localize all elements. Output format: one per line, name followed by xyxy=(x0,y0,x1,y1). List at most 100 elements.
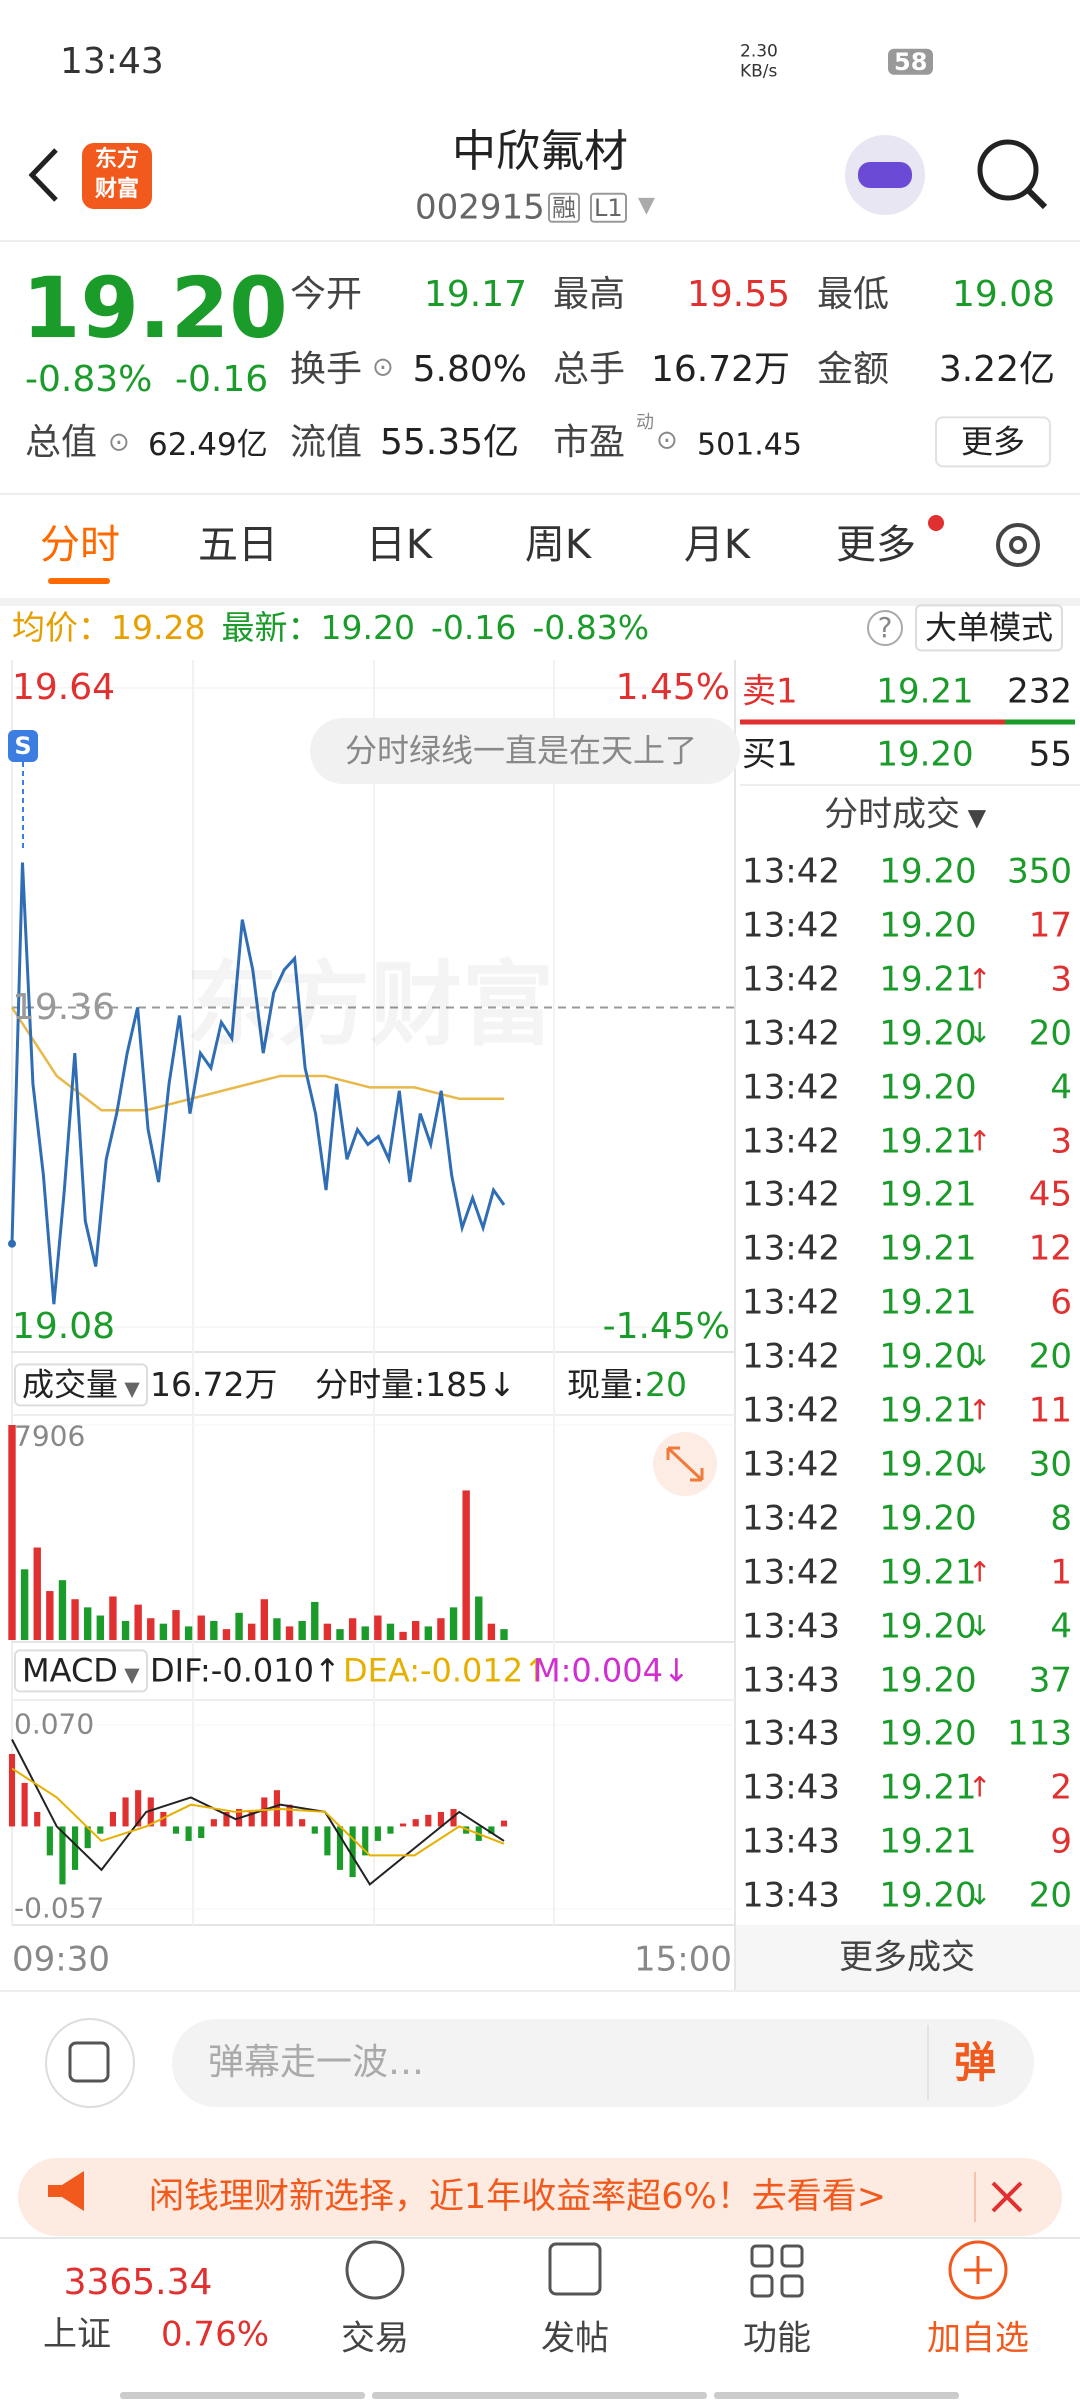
ad-close[interactable] xyxy=(991,2181,1023,2213)
tab[interactable]: 五日 xyxy=(198,522,278,568)
macd-tick-label: -0.057 xyxy=(14,1891,105,1925)
volume-bar xyxy=(222,1629,231,1640)
trade-price: 19.21 xyxy=(879,1228,977,1269)
more-trades[interactable]: 更多成交 xyxy=(839,1937,975,1978)
nav-item[interactable]: 功能 xyxy=(743,2318,811,2359)
danmaku-button[interactable]: 弹 xyxy=(953,2037,997,2087)
macd-bar xyxy=(336,1826,344,1870)
stock-code: 002915 xyxy=(415,187,545,228)
trade-price: 19.20 xyxy=(879,1444,977,1485)
ad-text[interactable]: 闲钱理财新选择，近1年收益率超6%！去看看> xyxy=(149,2177,887,2217)
volume-bar xyxy=(210,1620,218,1640)
tab[interactable]: 日K xyxy=(365,522,433,568)
volume-bar xyxy=(285,1626,294,1640)
trade-price: 19.20 xyxy=(879,1659,977,1700)
trade-arrow: ↑ xyxy=(968,962,992,996)
trade-time: 13:42 xyxy=(742,1228,840,1269)
volume-selector[interactable]: 成交量 ▼ xyxy=(14,1363,148,1407)
buy-price: 19.20 xyxy=(876,734,974,775)
trade-time: 13:42 xyxy=(742,1444,840,1485)
trade-volume: 1 xyxy=(1050,1551,1072,1592)
volume-bar xyxy=(33,1547,41,1640)
volume-bar xyxy=(437,1618,445,1640)
macd-bar xyxy=(374,1826,381,1841)
net-unit: KB/s xyxy=(740,61,778,82)
tab[interactable]: 周K xyxy=(524,522,592,568)
macd-bar xyxy=(109,1811,116,1827)
trades-title[interactable]: 分时成交 ▼ xyxy=(823,794,987,835)
field-label: 今开 xyxy=(290,274,363,316)
comment-input[interactable] xyxy=(172,2019,1034,2107)
field-value: 19.08 xyxy=(951,274,1055,316)
back-button[interactable] xyxy=(0,140,70,210)
avg-label: 均价： xyxy=(12,607,111,647)
volume-bar xyxy=(197,1615,205,1640)
trade-volume: 2 xyxy=(1050,1767,1072,1808)
trade-arrow: ↑ xyxy=(968,1770,992,1804)
index-name: 上证 xyxy=(43,2314,111,2355)
nav-item[interactable]: 加自选 xyxy=(927,2318,1029,2359)
big-order-button[interactable]: 大单模式 xyxy=(915,604,1064,652)
trade-price: 19.21 xyxy=(879,1821,977,1862)
nav-item[interactable]: 交易 xyxy=(341,2318,409,2359)
ad-speaker xyxy=(48,2171,84,2211)
volume-bar xyxy=(109,1596,117,1640)
volume-tick-label: 7906 xyxy=(14,1419,86,1453)
tab[interactable]: 更多 xyxy=(836,522,916,568)
trade-volume: 3 xyxy=(1050,959,1072,1000)
y-tick-label: 19.36 xyxy=(12,986,116,1028)
trade-time: 13:43 xyxy=(742,1821,840,1862)
trade-time: 13:42 xyxy=(742,1336,840,1377)
macd-bar xyxy=(425,1814,432,1827)
trade-time: 13:42 xyxy=(742,959,840,1000)
macd-selector[interactable]: MACD ▼ xyxy=(14,1649,148,1693)
sell-label: 卖1 xyxy=(742,671,798,712)
help-icon[interactable]: ? xyxy=(867,610,903,646)
battery: 58 xyxy=(888,48,934,75)
macd-bar xyxy=(437,1811,444,1827)
trade-volume: 37 xyxy=(1028,1659,1072,1700)
s-badge-bg xyxy=(8,730,38,762)
more-trades-bg xyxy=(736,1925,1080,1990)
trade-price: 19.20 xyxy=(879,1336,977,1377)
volume-bar xyxy=(235,1612,243,1640)
macd-bar xyxy=(147,1797,154,1827)
nav-icon-func xyxy=(750,2244,774,2268)
trade-arrow: ↑ xyxy=(968,1124,992,1158)
field-value: 19.17 xyxy=(423,274,527,316)
volume-bar xyxy=(58,1580,67,1640)
divider xyxy=(0,240,1080,242)
volume-bar xyxy=(46,1591,54,1640)
trade-volume: 9 xyxy=(1050,1821,1072,1862)
trade-time: 13:42 xyxy=(742,1498,840,1539)
trade-time: 13:42 xyxy=(742,905,840,946)
trade-volume: 350 xyxy=(1007,851,1072,892)
trade-price: 19.20 xyxy=(879,851,977,892)
trade-volume: 45 xyxy=(1028,1174,1072,1215)
field-label: 总手 xyxy=(553,349,626,391)
macd-bar xyxy=(198,1826,205,1839)
nav-item[interactable]: 发帖 xyxy=(541,2318,609,2359)
trade-volume: 20 xyxy=(1028,1336,1072,1377)
code-dropdown[interactable]: ▼ xyxy=(638,192,655,218)
macd-bar xyxy=(72,1826,79,1870)
more-button[interactable]: 更多 xyxy=(934,416,1052,468)
macd-bar xyxy=(248,1811,255,1827)
macd-bar xyxy=(59,1826,66,1885)
tab[interactable]: 月K xyxy=(683,522,751,568)
tab-active[interactable]: 分时 xyxy=(40,522,120,568)
field-label: 金额 xyxy=(817,349,890,391)
trade-time: 13:42 xyxy=(742,1282,840,1323)
volume-bar xyxy=(71,1599,79,1640)
comment-bubble: 分时绿线一直是在天上了 xyxy=(345,731,698,770)
pct-top: 1.45% xyxy=(615,667,730,709)
nav-icon-func xyxy=(750,2274,774,2298)
volume-bar xyxy=(487,1623,496,1640)
trade-time: 13:42 xyxy=(742,851,840,892)
trade-time: 13:42 xyxy=(742,1551,840,1592)
minute-volume: 分时量:185↓ xyxy=(315,1364,516,1404)
settings-button[interactable] xyxy=(1000,525,1040,565)
series-line xyxy=(11,1739,505,1886)
logo-box xyxy=(82,143,152,209)
change-pct: -0.83% xyxy=(532,607,650,647)
